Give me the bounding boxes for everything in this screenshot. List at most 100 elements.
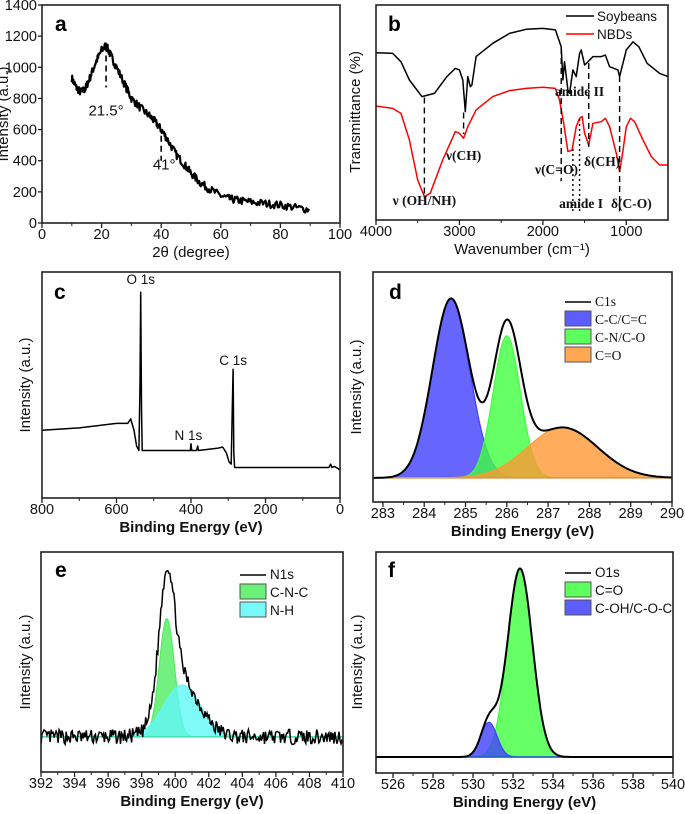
x-tick-label: 0	[336, 502, 344, 518]
x-tick-label: 80	[272, 227, 288, 243]
plot-frame	[375, 551, 674, 774]
x-tick-label: 408	[297, 776, 321, 792]
panel-label: c	[54, 281, 66, 304]
peak-annotation: O 1s	[126, 272, 155, 287]
x-tick-label: 394	[62, 776, 86, 792]
x-tick-label: 538	[621, 777, 645, 793]
legend-label: C=O	[595, 348, 622, 363]
x-tick-label: 400	[179, 502, 203, 518]
x-tick-label: 3000	[443, 224, 475, 240]
legend-swatch-component	[564, 310, 592, 327]
x-tick-label: 530	[461, 777, 485, 793]
peak-annotation: 41°	[153, 156, 176, 173]
x-tick-label: 20	[94, 227, 110, 243]
x-tick-label: 404	[230, 776, 254, 792]
plot-frame	[41, 4, 341, 224]
x-tick-label: 100	[328, 227, 352, 243]
y-axis-label: Intensity (a.u.)	[349, 614, 366, 709]
envelope-line	[373, 297, 672, 479]
legend-label: C-OH/C-O-C	[595, 601, 672, 616]
x-tick-label: 4000	[360, 224, 392, 240]
y-tick-label: 400	[13, 154, 37, 170]
y-axis-label: Intensity (a.u.)	[0, 66, 12, 161]
y-tick-label: 800	[13, 91, 37, 107]
x-tick-label: 289	[619, 506, 643, 522]
y-tick-label: 0	[29, 216, 37, 232]
x-axis-label: Wavenumber (cm⁻¹)	[454, 241, 590, 258]
panel-d: 283 284 285 286 287 288 289 290 Binding Energy (…	[348, 271, 684, 540]
panel-label: a	[55, 13, 67, 36]
plot-area	[42, 291, 340, 471]
legend-label: C-N/C-O	[595, 330, 646, 345]
legend-label: Soybeans	[597, 9, 657, 24]
x-axis-label: Binding Energy (eV)	[453, 794, 596, 811]
y-tick-label: 600	[13, 123, 37, 139]
x-tick-label: 392	[29, 776, 53, 792]
series-line-nbds	[376, 86, 668, 198]
band-annotation: δ(C-O)	[611, 196, 652, 211]
x-tick-label: 396	[96, 776, 120, 792]
legend-swatch-component	[239, 583, 267, 600]
legend-swatch-component	[564, 599, 592, 616]
legend-swatch-component	[564, 346, 592, 363]
panel-label: b	[388, 13, 401, 36]
x-tick-label: 526	[381, 777, 405, 793]
y-tick-label: 1400	[5, 0, 37, 14]
panel-label: f	[388, 559, 396, 582]
y-axis-label: Intensity (a.u.)	[17, 614, 34, 709]
panel-c: 800 600 400 200 0 Binding Energy (eV) Intensit…	[17, 271, 344, 536]
panel-b: 4000 3000 2000 1000 Wavenumber (cm⁻¹) Transmi…	[347, 4, 669, 258]
legend-label: C-C/C=C	[595, 312, 647, 327]
panel-e: 392 394 396 398 400 402 404 406 408 410 Binding En…	[17, 551, 355, 810]
band-annotation: ν(C=O)	[534, 162, 578, 177]
panel-f: 526 528 530 532 534 536 538 540 Binding Energy (…	[349, 551, 685, 811]
x-axis-label: Binding Energy (eV)	[119, 519, 262, 536]
x-tick-label: 287	[536, 506, 560, 522]
y-axis-label: Intensity (a.u.)	[348, 339, 365, 434]
x-tick-label: 540	[661, 777, 685, 793]
x-tick-label: 284	[412, 506, 436, 522]
band-annotation: ν (OH/NH)	[392, 193, 456, 208]
x-tick-label: 286	[495, 506, 519, 522]
x-tick-label: 60	[213, 227, 229, 243]
envelope-line	[41, 569, 343, 747]
x-tick-label: 200	[253, 502, 277, 518]
legend-label: C1s	[595, 294, 616, 309]
x-tick-label: 532	[501, 777, 525, 793]
peak-annotation: C 1s	[219, 353, 247, 368]
x-tick-label: 534	[541, 777, 565, 793]
series-line	[70, 42, 310, 214]
peak-annotation: 21.5°	[88, 103, 123, 120]
plot-area	[70, 42, 310, 214]
plot-area	[41, 569, 343, 747]
legend-label: C-N-C	[270, 585, 308, 600]
panel-label: e	[55, 559, 67, 582]
component-peak-0	[376, 567, 673, 758]
band-annotation: ν(CH)	[445, 148, 481, 163]
x-axis-label: 2θ (degree)	[152, 244, 230, 261]
x-tick-label: 528	[421, 777, 445, 793]
legend-label: N1s	[270, 567, 294, 582]
x-tick-label: 290	[660, 506, 684, 522]
panel-a: 0 20 40 60 80 10002004006008001000120014002θ …	[0, 0, 352, 261]
y-axis-label: Transmittance (%)	[347, 51, 364, 173]
y-tick-label: 1000	[5, 60, 37, 76]
series-line-soybeans	[376, 27, 668, 113]
x-axis-label: Binding Energy (eV)	[120, 793, 263, 810]
envelope-line	[376, 567, 673, 758]
plot-area	[376, 567, 673, 758]
x-tick-label: 1000	[610, 224, 642, 240]
peak-annotation: N 1s	[175, 428, 203, 443]
x-tick-label: 800	[30, 502, 54, 518]
plot-area	[376, 27, 668, 198]
x-tick-label: 410	[331, 776, 355, 792]
panel-label: d	[389, 281, 402, 304]
y-axis-label: Intensity (a.u.)	[17, 337, 34, 432]
plot-frame	[41, 271, 341, 499]
x-tick-label: 40	[153, 227, 169, 243]
band-annotation: amide I	[559, 196, 603, 211]
x-tick-label: 600	[104, 502, 128, 518]
plot-area	[373, 297, 672, 479]
x-tick-label: 406	[264, 776, 288, 792]
legend-swatch-component	[564, 581, 592, 598]
